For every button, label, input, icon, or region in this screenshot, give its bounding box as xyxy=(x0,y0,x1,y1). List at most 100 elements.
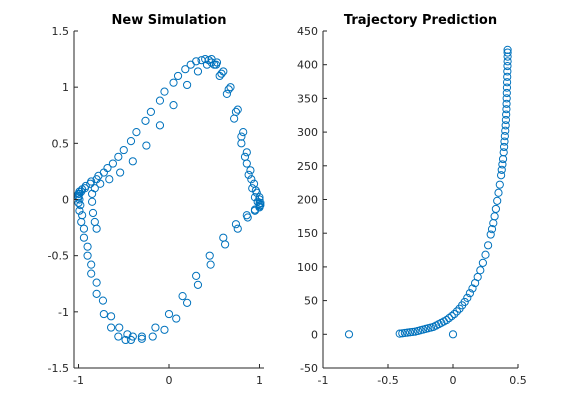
data-point xyxy=(463,293,472,302)
data-point xyxy=(406,328,415,337)
data-point xyxy=(501,115,511,125)
data-point xyxy=(183,80,192,90)
data-point xyxy=(491,204,500,214)
data-point xyxy=(481,250,490,259)
chart-title: New Simulation xyxy=(112,13,227,28)
data-point xyxy=(503,45,512,54)
data-point xyxy=(105,175,114,184)
data-point xyxy=(172,314,181,323)
x-tick-label: -0.5 xyxy=(377,374,398,387)
y-tick-label: 50 xyxy=(304,295,318,308)
data-point xyxy=(493,196,502,205)
data-point xyxy=(499,148,508,157)
data-point xyxy=(137,334,146,343)
data-point xyxy=(400,328,409,338)
y-tick-label: 100 xyxy=(297,261,318,274)
data-point xyxy=(239,128,248,137)
y-tick-label: -50 xyxy=(300,362,318,375)
data-point xyxy=(403,328,412,337)
y-tick-label: 250 xyxy=(297,160,318,173)
y-tick-label: 1 xyxy=(62,81,69,94)
y-tick-label: 0 xyxy=(62,194,69,207)
data-point xyxy=(160,325,169,334)
data-point xyxy=(503,72,512,81)
data-point xyxy=(142,141,151,150)
data-point xyxy=(395,329,404,338)
data-point xyxy=(502,99,511,108)
y-tick-label: 350 xyxy=(297,92,318,105)
y-tick-label: 150 xyxy=(297,227,318,240)
data-point xyxy=(450,309,459,319)
data-point xyxy=(164,309,174,319)
data-point xyxy=(497,165,506,174)
data-point xyxy=(224,85,233,94)
data-point xyxy=(178,292,187,301)
data-points xyxy=(74,54,265,345)
data-point xyxy=(75,189,84,198)
data-point xyxy=(148,332,157,341)
data-point xyxy=(74,198,83,207)
data-point xyxy=(151,323,160,332)
chart-trajectory-prediction: Trajectory Prediction -1 -0.5 0 0.5 -50 0 50 10… xyxy=(297,13,527,387)
data-point xyxy=(132,128,141,137)
chart-title: Trajectory Prediction xyxy=(344,13,497,28)
data-point xyxy=(141,116,150,125)
data-point xyxy=(468,284,477,293)
data-point xyxy=(233,105,242,114)
data-point xyxy=(230,114,239,123)
data-point xyxy=(398,329,407,338)
data-point xyxy=(246,166,255,175)
data-point xyxy=(79,224,89,233)
data-point xyxy=(80,184,89,193)
data-point xyxy=(445,314,454,323)
data-point xyxy=(242,211,251,220)
data-point xyxy=(460,297,469,307)
data-point xyxy=(121,335,130,345)
data-point xyxy=(126,136,136,146)
data-point xyxy=(205,251,214,260)
data-point xyxy=(255,193,264,202)
data-point xyxy=(217,69,226,78)
data-point xyxy=(242,159,251,168)
data-point xyxy=(137,332,146,341)
y-tick-label: -0.5 xyxy=(48,250,69,263)
data-point xyxy=(160,87,169,96)
data-point xyxy=(155,121,165,130)
data-point xyxy=(99,168,108,177)
data-point xyxy=(442,316,451,325)
data-point xyxy=(503,48,512,57)
data-point xyxy=(128,157,137,166)
chart-new-simulation: New Simulation -1 0 1 -1.5 -1 -0.5 0 0.5 1 1.5 xyxy=(48,13,265,387)
data-point xyxy=(99,309,108,319)
data-point xyxy=(119,145,128,155)
data-point xyxy=(90,184,99,193)
data-point xyxy=(83,242,92,251)
data-point xyxy=(204,56,213,65)
y-tick-label: 1.5 xyxy=(52,25,70,38)
data-point xyxy=(210,60,219,69)
data-point xyxy=(193,280,203,289)
data-point xyxy=(495,180,504,189)
data-point xyxy=(502,78,512,87)
data-point xyxy=(108,159,118,168)
data-point xyxy=(226,83,235,92)
data-point xyxy=(500,132,509,141)
data-point xyxy=(244,170,253,179)
x-tick-label: 0.5 xyxy=(509,374,527,387)
data-point xyxy=(498,160,507,169)
data-point xyxy=(344,330,354,339)
data-point xyxy=(173,71,183,81)
data-point xyxy=(212,58,222,67)
data-point xyxy=(219,233,228,242)
data-point xyxy=(186,60,195,69)
data-point xyxy=(476,266,485,275)
data-point xyxy=(201,54,210,64)
data-point xyxy=(502,88,511,98)
data-point xyxy=(502,110,511,119)
y-tick-label: 0 xyxy=(311,328,318,341)
data-point xyxy=(250,205,260,214)
data-point xyxy=(192,271,201,280)
y-tick-label: 0.5 xyxy=(52,137,70,150)
data-point xyxy=(76,201,85,210)
